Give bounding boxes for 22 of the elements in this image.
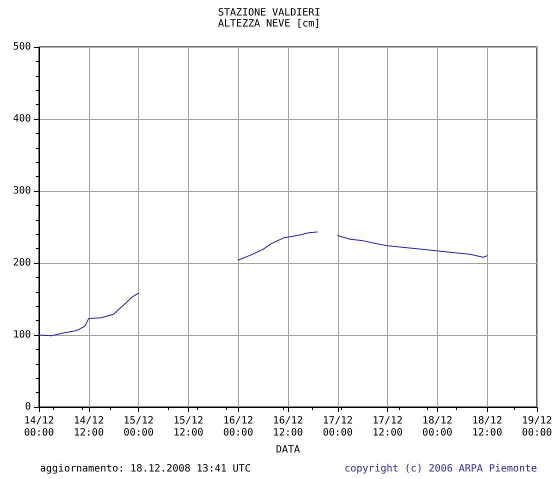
x-tick-label: 17/12 12:00 [372,416,403,438]
x-tick-label: 15/12 00:00 [124,416,154,438]
x-tick-label: 19/12 00:00 [522,416,552,438]
y-tick-label: 0 [24,402,31,412]
x-tick-label: 15/12 12:00 [173,416,204,438]
x-tick-label: 16/12 00:00 [223,416,254,438]
x-tick-label: 14/12 12:00 [74,416,104,438]
y-tick-label: 400 [12,114,31,124]
y-tick-label: 500 [12,42,31,52]
y-tick-label: 300 [12,186,31,196]
x-tick-label: 14/12 00:00 [24,416,54,438]
chart-title: STAZIONE VALDIERI [218,8,320,18]
x-tick-label: 18/12 00:00 [422,416,452,438]
x-tick-label: 16/12 12:00 [272,416,304,438]
y-tick-label: 200 [12,258,31,268]
text: copyright (c) 2006 ARPA Piemonte [344,464,537,474]
x-axis-title: DATA [276,444,300,456]
x-tick-label: 17/12 00:00 [322,416,353,438]
y-tick-label: 100 [12,330,31,340]
text: aggiornamento: 18.12.2008 13:41 UTC [40,464,251,474]
chart-subtitle: ALTEZZA NEVE [cm] [218,18,320,30]
x-tick-label: 18/12 12:00 [472,416,502,438]
